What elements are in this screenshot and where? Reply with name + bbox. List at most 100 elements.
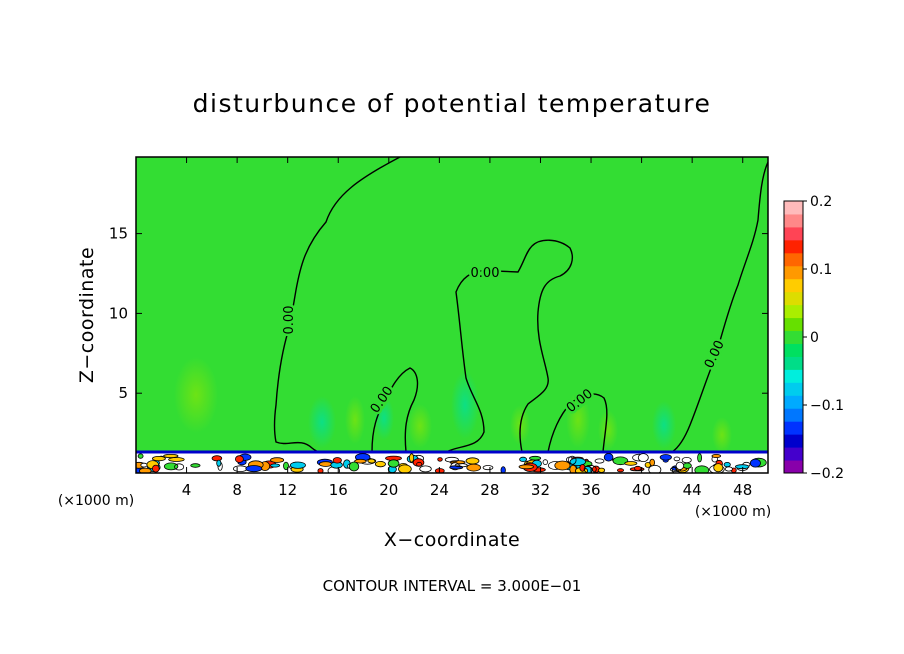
y-axis-label: Z−coordinate xyxy=(76,247,98,383)
noise-blob xyxy=(216,459,222,467)
x-axis-ticks: 4 8 12 16 20 24 28 32 36 40 44 48 xyxy=(182,157,752,499)
x-unit-right: (×1000 m) xyxy=(695,504,771,520)
noise-blob xyxy=(518,464,535,470)
noise-blob xyxy=(354,458,367,464)
colorbar-segment xyxy=(784,447,803,461)
colorbar-segment xyxy=(784,317,803,332)
noise-blob xyxy=(387,459,400,468)
x-tick-label: 36 xyxy=(581,481,600,499)
boundary-layer xyxy=(136,450,768,473)
x-tick-label: 44 xyxy=(683,481,702,499)
colorbar-segment xyxy=(784,343,803,357)
x-unit-left: (×1000 m) xyxy=(58,493,134,509)
colorbar-segment xyxy=(784,421,803,435)
colorbar-segment xyxy=(784,330,803,344)
colorbar-segment xyxy=(784,434,803,448)
noise-blob xyxy=(749,458,761,468)
noise-blob xyxy=(437,457,443,462)
noise-blob xyxy=(554,460,571,471)
colorbar-segment xyxy=(784,265,803,280)
colorbar-segment xyxy=(784,252,803,267)
noise-blob xyxy=(597,467,606,473)
contour-line xyxy=(371,367,419,453)
x-tick-label: 4 xyxy=(182,481,192,499)
noise-blob xyxy=(603,453,614,462)
noise-blob xyxy=(416,461,423,467)
contour-line xyxy=(547,393,608,453)
x-tick-label: 40 xyxy=(632,481,651,499)
noise-blob xyxy=(137,453,144,459)
noise-blob xyxy=(519,456,527,462)
colorbar-segment xyxy=(784,460,803,474)
colorbar xyxy=(784,201,803,474)
noise-blob xyxy=(319,461,333,467)
noise-blob xyxy=(673,456,681,462)
field-blobs xyxy=(174,357,732,453)
x-tick-label: 20 xyxy=(379,481,398,499)
y-tick-label: 15 xyxy=(109,225,128,243)
noise-blob xyxy=(139,467,152,473)
noise-blob xyxy=(163,462,179,471)
noise-blob xyxy=(374,460,386,468)
noise-blob xyxy=(466,463,482,472)
noise-blob xyxy=(465,457,480,465)
noise-blob xyxy=(659,454,672,461)
colorbar-segment xyxy=(784,291,803,306)
noise-blob xyxy=(633,465,642,471)
noise-blob xyxy=(648,464,662,473)
boundary-noise xyxy=(136,453,767,473)
contour-line xyxy=(671,161,768,453)
noise-blob xyxy=(348,461,360,472)
colorbar-segment xyxy=(784,226,803,241)
noise-blob xyxy=(594,458,605,464)
colorbar-tick-label: −0.2 xyxy=(810,466,844,482)
colorbar-segment xyxy=(784,395,803,409)
y-tick-label: 10 xyxy=(109,304,128,322)
noise-blob xyxy=(617,468,625,473)
colorbar-tick-label: 0 xyxy=(810,330,819,346)
noise-blob xyxy=(583,464,597,473)
noise-blob xyxy=(694,465,710,473)
noise-blob xyxy=(419,465,432,473)
noise-blob xyxy=(569,457,587,466)
noise-blob xyxy=(624,461,638,466)
noise-blob xyxy=(168,457,185,462)
noise-blob xyxy=(152,464,160,473)
noise-blob xyxy=(409,453,415,463)
noise-blob xyxy=(637,453,649,463)
noise-blob xyxy=(270,463,281,468)
x-tick-label: 24 xyxy=(430,481,449,499)
noise-blob xyxy=(542,459,548,465)
noise-blob xyxy=(140,462,148,468)
noise-blob xyxy=(682,462,692,469)
y-axis-ticks: 5 10 15 xyxy=(109,225,768,402)
noise-blob xyxy=(190,463,201,468)
colorbar-segment xyxy=(784,382,803,396)
noise-blob xyxy=(649,458,655,467)
colorbar-segment xyxy=(784,408,803,422)
chart-title: disturbunce of potential temperature xyxy=(193,89,712,118)
noise-blob xyxy=(245,465,263,473)
colorbar-segment xyxy=(784,201,803,215)
noise-blob xyxy=(697,453,702,463)
colorbar-segment xyxy=(784,356,803,370)
contour-interval-note: CONTOUR INTERVAL = 3.000E−01 xyxy=(323,577,582,595)
noise-blob xyxy=(529,455,542,461)
noise-blob xyxy=(289,461,306,469)
noise-blob xyxy=(713,463,724,473)
colorbar-segment xyxy=(784,369,803,383)
noise-blob xyxy=(735,464,750,470)
noise-blob xyxy=(398,464,412,473)
x-tick-label: 28 xyxy=(480,481,499,499)
contour-label: 0.00 xyxy=(282,306,297,335)
x-tick-label: 16 xyxy=(329,481,348,499)
noise-blob xyxy=(454,463,468,468)
noise-blob xyxy=(163,453,179,458)
y-tick-label: 5 xyxy=(118,384,128,402)
plot-frame xyxy=(135,156,769,474)
noise-blob xyxy=(332,457,342,464)
colorbar-tick-label: −0.1 xyxy=(810,398,844,414)
noise-blob xyxy=(612,456,629,466)
noise-blob xyxy=(317,468,324,473)
